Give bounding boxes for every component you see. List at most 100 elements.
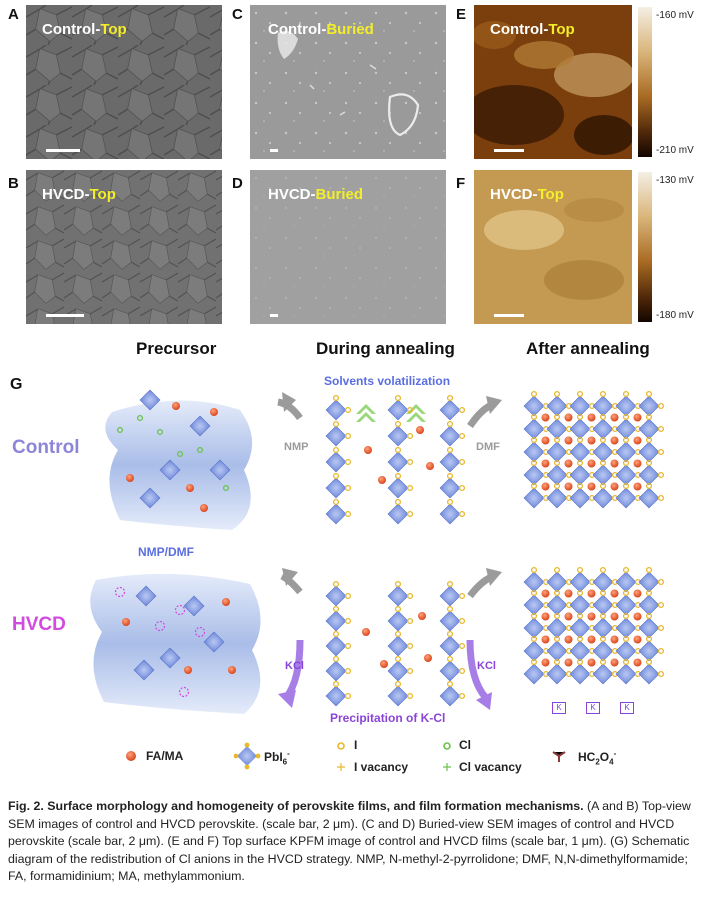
row-label-hvcd: HVCD	[12, 614, 66, 635]
dmf-arrow-label: DMF	[476, 441, 500, 453]
halide-ion	[458, 458, 466, 466]
halide-ion	[599, 482, 607, 490]
pbi6-octahedron	[638, 395, 660, 417]
pbi6-octahedron	[592, 571, 614, 593]
fa-ma-cation	[364, 446, 372, 454]
halide-ion	[394, 498, 402, 506]
halide-ion	[622, 658, 630, 666]
halide-ion	[332, 605, 340, 613]
fa-ma-cation	[633, 635, 642, 644]
pbi6-octahedron	[523, 663, 545, 685]
pbi6-octahedron	[523, 617, 545, 639]
fa-ma-cation	[564, 658, 573, 667]
halide-ion	[156, 428, 164, 436]
pbi6-octahedron	[183, 595, 205, 617]
solvated-ion	[178, 686, 190, 698]
chloride-icon	[443, 742, 451, 750]
halide-ion	[576, 390, 584, 398]
pbi6-octahedron	[569, 441, 591, 463]
halide-ion	[136, 414, 144, 422]
pbi6-octahedron	[615, 464, 637, 486]
fa-ma-cation	[172, 402, 180, 410]
fa-ma-cation	[541, 459, 550, 468]
panel-c-label: Control-Buried	[268, 21, 374, 38]
fa-ma-cation	[587, 413, 596, 422]
halide-ion	[622, 612, 630, 620]
halide-ion	[657, 425, 665, 433]
halide-ion	[344, 617, 352, 625]
pbi6-octahedron	[439, 585, 461, 607]
halide-ion	[458, 642, 466, 650]
halide-ion	[394, 420, 402, 428]
pbi6-octahedron	[592, 663, 614, 685]
colorbar-e-bottom-label: -210 mV	[656, 145, 694, 156]
halide-ion	[458, 692, 466, 700]
solvent-chevrons	[356, 404, 426, 422]
pbi6-octahedron	[523, 594, 545, 616]
pbi6-octahedron	[546, 487, 568, 509]
pbi6-octahedron	[325, 477, 347, 499]
pbi6-octahedron	[592, 395, 614, 417]
precipitation-label: Precipitation of K-Cl	[330, 711, 446, 725]
halide-ion	[332, 472, 340, 480]
panel-letter-f: F	[456, 175, 466, 192]
fa-ma-cation	[210, 408, 218, 416]
pbi6-octahedron	[325, 610, 347, 632]
panel-letter-c: C	[232, 6, 243, 23]
pbi6-octahedron	[615, 617, 637, 639]
pbi6-octahedron	[439, 451, 461, 473]
pbi6-octahedron	[439, 425, 461, 447]
halide-ion	[657, 471, 665, 479]
panel-letter-b: B	[8, 175, 19, 192]
pbi6-octahedron	[592, 617, 614, 639]
panel-letter-g: G	[10, 376, 23, 393]
halide-ion	[458, 667, 466, 675]
pbi6-octahedron	[135, 585, 157, 607]
halide-ion	[645, 658, 653, 666]
fa-ma-cation	[610, 589, 619, 598]
pbi6-octahedron	[546, 594, 568, 616]
pbi6-octahedron	[546, 395, 568, 417]
pbi6-octahedron	[139, 487, 161, 509]
halide-ion	[332, 680, 340, 688]
fa-ma-cation	[564, 482, 573, 491]
pbi6-octahedron	[569, 663, 591, 685]
halide-ion	[576, 635, 584, 643]
halide-ion	[458, 592, 466, 600]
pbi6-octahedron	[615, 571, 637, 593]
halide-ion	[645, 413, 653, 421]
halide-ion	[599, 390, 607, 398]
fa-ma-cation	[222, 598, 230, 606]
pbi6-octahedron	[638, 663, 660, 685]
pbi6-octahedron	[439, 635, 461, 657]
pbi6-octahedron	[523, 571, 545, 593]
scale-bar	[46, 149, 80, 152]
fa-ma-cation	[126, 474, 134, 482]
halide-ion	[344, 642, 352, 650]
iodide-icon	[337, 742, 345, 750]
fa-ma-cation	[541, 482, 550, 491]
halide-ion	[530, 390, 538, 398]
halide-ion	[645, 566, 653, 574]
legend-iodide: I	[354, 738, 358, 752]
pbi6-octahedron	[325, 660, 347, 682]
legend-oxalate: HC2O4-	[578, 749, 617, 767]
halide-ion	[458, 484, 466, 492]
colorbar-f	[638, 172, 652, 322]
halide-ion	[406, 617, 414, 625]
scale-bar	[270, 314, 278, 317]
halide-ion	[657, 402, 665, 410]
halide-ion	[530, 566, 538, 574]
colorbar-f-bottom-label: -180 mV	[656, 310, 694, 321]
fa-ma-cation	[200, 504, 208, 512]
control-precursor-solution	[105, 400, 253, 530]
fa-ma-cation	[610, 459, 619, 468]
pbi6-octahedron	[638, 640, 660, 662]
scale-bar	[270, 149, 278, 152]
pbi6-octahedron	[638, 594, 660, 616]
pbi6-octahedron	[546, 663, 568, 685]
pbi6-octahedron	[569, 571, 591, 593]
fa-ma-cation	[587, 459, 596, 468]
fa-ma-cation	[587, 589, 596, 598]
halide-ion	[576, 482, 584, 490]
